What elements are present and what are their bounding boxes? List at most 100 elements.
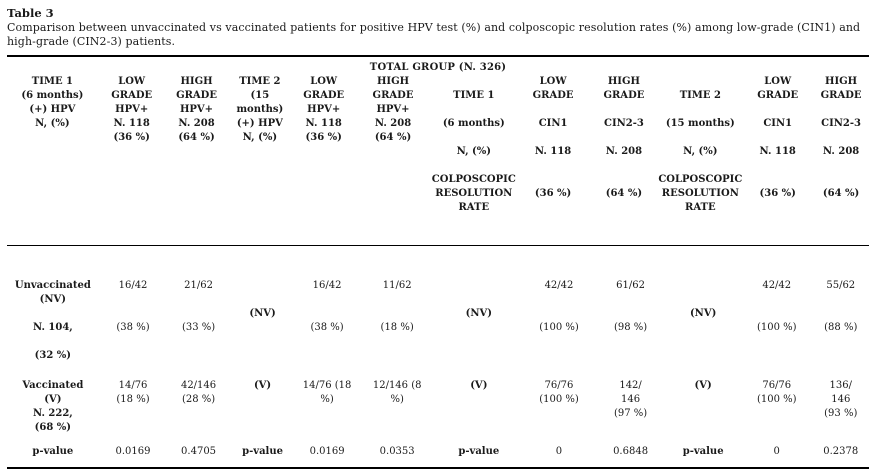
cell-line: 146 bbox=[831, 394, 851, 405]
header-cell: HIGH GRADE CIN2-3 N. 208 (64 %) bbox=[813, 75, 869, 215]
cell-line: 55/62 bbox=[826, 280, 856, 291]
cell-line bbox=[522, 293, 596, 307]
cell-line bbox=[658, 75, 742, 89]
cell-line: GRADE bbox=[757, 90, 799, 101]
header-cell: LOW GRADE CIN1 N. 118 (36 %) bbox=[742, 75, 813, 215]
cell-line: %) bbox=[320, 394, 334, 405]
cell-line bbox=[813, 159, 869, 173]
table-cell: 0.6848 bbox=[596, 445, 666, 459]
table-body: Unvaccinated (NV) N. 104, (32 %) 16/42 (38… bbox=[7, 246, 869, 467]
cell-line: N, (%) bbox=[242, 132, 278, 143]
cell-line: 42/146 bbox=[180, 380, 217, 391]
cell-line: 42/42 bbox=[544, 280, 574, 291]
cell-line: (38 %) bbox=[310, 322, 344, 333]
cell-line: (64 %) bbox=[178, 132, 215, 143]
cell-line bbox=[658, 131, 742, 145]
table-cell: 55/62 (88 %) bbox=[813, 279, 869, 363]
cell-line bbox=[359, 293, 436, 307]
cell-line: N. 222, bbox=[32, 408, 73, 419]
cell-line: (NV) bbox=[689, 308, 717, 319]
cell-line: (100 %) bbox=[539, 394, 579, 405]
table-cell: p-value bbox=[230, 445, 296, 459]
cell-line: 76/76 bbox=[544, 380, 574, 391]
cell-line bbox=[596, 307, 666, 321]
cell-line: (+) HPV bbox=[236, 118, 283, 129]
cell-line: (88 %) bbox=[824, 322, 858, 333]
table-cell: 0.4705 bbox=[167, 445, 230, 459]
cell-line: (64 %) bbox=[822, 188, 860, 199]
cell-line: LOW bbox=[764, 76, 792, 87]
cell-line: (64 %) bbox=[374, 132, 412, 143]
cell-line: (100 %) bbox=[756, 322, 797, 333]
cell-line: LOW bbox=[539, 76, 567, 87]
table-cell: p-value bbox=[665, 445, 741, 459]
total-group-spanner: TOTAL GROUP (N. 326) bbox=[369, 62, 507, 73]
table-cell: 76/76 (100 %) bbox=[741, 379, 813, 435]
cell-line bbox=[230, 279, 296, 293]
table-cell: 0.0169 bbox=[99, 445, 168, 459]
cell-line bbox=[431, 75, 517, 89]
table-cell: 142/146 (97 %) bbox=[596, 379, 666, 435]
cell-line: GRADE bbox=[603, 90, 645, 101]
cell-line bbox=[230, 293, 296, 307]
table-cell: (V) bbox=[435, 379, 522, 435]
cell-line bbox=[813, 293, 869, 307]
cell-line: (6 months) bbox=[442, 118, 505, 129]
cell-line: (15 months) bbox=[665, 118, 735, 129]
cell-line bbox=[742, 103, 813, 117]
cell-line bbox=[590, 103, 659, 117]
cell-line bbox=[359, 307, 436, 321]
cell-line: 0.2378 bbox=[823, 446, 859, 457]
cell-line bbox=[435, 293, 522, 307]
cell-line: (NV) bbox=[465, 308, 492, 319]
table-cell: (NV) bbox=[230, 279, 296, 363]
cell-line bbox=[813, 103, 869, 117]
table-cell: p-value bbox=[7, 445, 99, 459]
table-cell: 0.2378 bbox=[813, 445, 869, 459]
cell-line: (64 %) bbox=[605, 188, 643, 199]
cell-line: (93 %) bbox=[824, 408, 858, 419]
table-bottom-rule bbox=[7, 467, 869, 469]
table-cell: 16/42 (38 %) bbox=[295, 279, 359, 363]
cell-line: 42/42 bbox=[762, 280, 792, 291]
cell-line: months) bbox=[236, 104, 284, 115]
cell-line bbox=[813, 131, 869, 145]
cell-line: GRADE bbox=[303, 90, 345, 101]
cell-line: (36 %) bbox=[305, 132, 342, 143]
header-cell: TIME 2 (15 months) (+) HPV N, (%) bbox=[227, 75, 292, 215]
cell-line: (68 %) bbox=[34, 422, 72, 433]
header-cell: LOW GRADE CIN1 N. 118 (36 %) bbox=[517, 75, 590, 215]
table-cell: 0.0353 bbox=[359, 445, 436, 459]
cell-line: (32 %) bbox=[34, 350, 72, 361]
table-header: TOTAL GROUP (N. 326) TIME 1 (6 months) (+)… bbox=[7, 57, 869, 215]
table-cell: (NV) bbox=[435, 279, 522, 363]
header-cell: LOW GRADE HPV+ N. 118 (36 %) bbox=[292, 75, 355, 215]
cell-line: GRADE bbox=[176, 90, 217, 101]
cell-line: Unvaccinated bbox=[14, 280, 91, 291]
cell-line: CIN1 bbox=[538, 118, 568, 129]
cell-line bbox=[742, 131, 813, 145]
cell-line bbox=[741, 307, 813, 321]
table-cell: 136/146 (93 %) bbox=[813, 379, 869, 435]
cell-line: (18 %) bbox=[380, 322, 414, 333]
table-cell: p-value bbox=[435, 445, 522, 459]
cell-line bbox=[741, 293, 813, 307]
cell-line: %) bbox=[390, 394, 404, 405]
cell-line: 0.4705 bbox=[181, 446, 217, 457]
cell-line bbox=[742, 159, 813, 173]
cell-line: 61/62 bbox=[616, 280, 645, 291]
cell-line: 16/42 bbox=[312, 280, 342, 291]
cell-line: (V) bbox=[253, 380, 272, 391]
cell-line: 11/62 bbox=[382, 280, 412, 291]
cell-line: (NV) bbox=[39, 294, 67, 305]
cell-line: p-value bbox=[242, 446, 283, 457]
cell-line: N, (%) bbox=[35, 118, 70, 129]
cell-line: (36 %) bbox=[534, 188, 572, 199]
table-cell: Vaccinated (V) N. 222, (68 %) bbox=[7, 379, 99, 435]
cell-line: N, (%) bbox=[456, 146, 492, 157]
cell-line bbox=[167, 293, 230, 307]
cell-line: GRADE bbox=[111, 90, 153, 101]
cell-line bbox=[517, 131, 590, 145]
cell-line: (100 %) bbox=[539, 322, 579, 333]
